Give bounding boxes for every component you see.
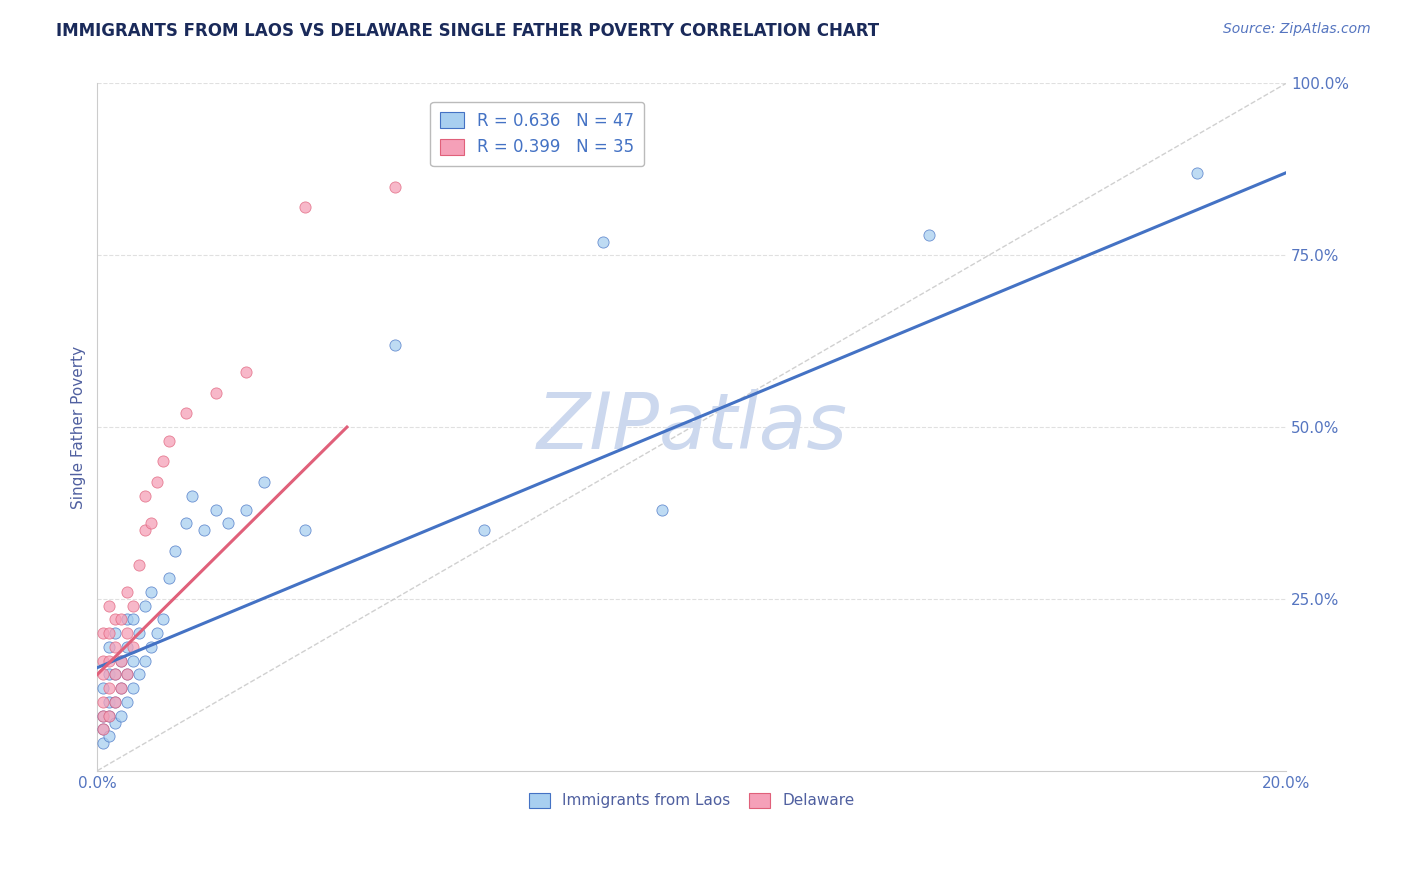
Point bbox=[91, 723, 114, 737]
Point bbox=[181, 489, 204, 503]
Point bbox=[104, 626, 127, 640]
Point bbox=[592, 235, 614, 249]
Point bbox=[110, 612, 132, 626]
Point bbox=[104, 667, 127, 681]
Point bbox=[98, 695, 121, 709]
Point bbox=[384, 179, 406, 194]
Text: IMMIGRANTS FROM LAOS VS DELAWARE SINGLE FATHER POVERTY CORRELATION CHART: IMMIGRANTS FROM LAOS VS DELAWARE SINGLE … bbox=[56, 22, 879, 40]
Point bbox=[91, 681, 114, 696]
Point bbox=[110, 681, 132, 696]
Point bbox=[98, 708, 121, 723]
Point bbox=[115, 695, 138, 709]
Point bbox=[152, 454, 174, 468]
Point bbox=[472, 523, 495, 537]
Point bbox=[176, 516, 198, 531]
Point bbox=[134, 489, 156, 503]
Point bbox=[115, 640, 138, 654]
Legend: Immigrants from Laos, Delaware: Immigrants from Laos, Delaware bbox=[523, 787, 860, 814]
Point bbox=[115, 626, 138, 640]
Point bbox=[235, 502, 257, 516]
Point bbox=[163, 543, 186, 558]
Point bbox=[98, 708, 121, 723]
Point bbox=[98, 626, 121, 640]
Text: ZIPatlas: ZIPatlas bbox=[536, 389, 846, 465]
Point bbox=[134, 654, 156, 668]
Point bbox=[176, 406, 198, 420]
Point bbox=[139, 585, 162, 599]
Point bbox=[205, 385, 228, 400]
Point bbox=[157, 434, 180, 448]
Point bbox=[91, 626, 114, 640]
Point bbox=[146, 626, 169, 640]
Point bbox=[104, 695, 127, 709]
Point bbox=[91, 667, 114, 681]
Point bbox=[134, 599, 156, 613]
Point bbox=[651, 502, 673, 516]
Point bbox=[98, 667, 121, 681]
Point bbox=[122, 640, 145, 654]
Point bbox=[104, 612, 127, 626]
Point bbox=[110, 654, 132, 668]
Point bbox=[98, 640, 121, 654]
Point bbox=[918, 227, 941, 242]
Point bbox=[384, 337, 406, 351]
Point bbox=[115, 612, 138, 626]
Point bbox=[91, 695, 114, 709]
Point bbox=[146, 475, 169, 489]
Point bbox=[98, 729, 121, 743]
Point bbox=[91, 723, 114, 737]
Point bbox=[91, 708, 114, 723]
Point bbox=[110, 708, 132, 723]
Point bbox=[128, 626, 150, 640]
Text: Source: ZipAtlas.com: Source: ZipAtlas.com bbox=[1223, 22, 1371, 37]
Point bbox=[104, 667, 127, 681]
Point bbox=[157, 571, 180, 585]
Point bbox=[91, 654, 114, 668]
Point bbox=[122, 654, 145, 668]
Point bbox=[91, 736, 114, 750]
Point bbox=[217, 516, 239, 531]
Point bbox=[122, 681, 145, 696]
Point bbox=[134, 523, 156, 537]
Point bbox=[104, 640, 127, 654]
Point bbox=[110, 681, 132, 696]
Point bbox=[115, 667, 138, 681]
Point bbox=[139, 640, 162, 654]
Point bbox=[98, 599, 121, 613]
Point bbox=[152, 612, 174, 626]
Point bbox=[115, 585, 138, 599]
Point bbox=[193, 523, 215, 537]
Point bbox=[122, 599, 145, 613]
Point bbox=[122, 612, 145, 626]
Point bbox=[104, 695, 127, 709]
Point bbox=[110, 654, 132, 668]
Y-axis label: Single Father Poverty: Single Father Poverty bbox=[72, 345, 86, 508]
Point bbox=[1185, 166, 1208, 180]
Point bbox=[98, 681, 121, 696]
Point bbox=[104, 715, 127, 730]
Point bbox=[115, 667, 138, 681]
Point bbox=[128, 558, 150, 572]
Point bbox=[253, 475, 276, 489]
Point bbox=[98, 654, 121, 668]
Point bbox=[235, 365, 257, 379]
Point bbox=[128, 667, 150, 681]
Point bbox=[294, 523, 316, 537]
Point bbox=[205, 502, 228, 516]
Point bbox=[139, 516, 162, 531]
Point bbox=[91, 708, 114, 723]
Point bbox=[294, 200, 316, 214]
